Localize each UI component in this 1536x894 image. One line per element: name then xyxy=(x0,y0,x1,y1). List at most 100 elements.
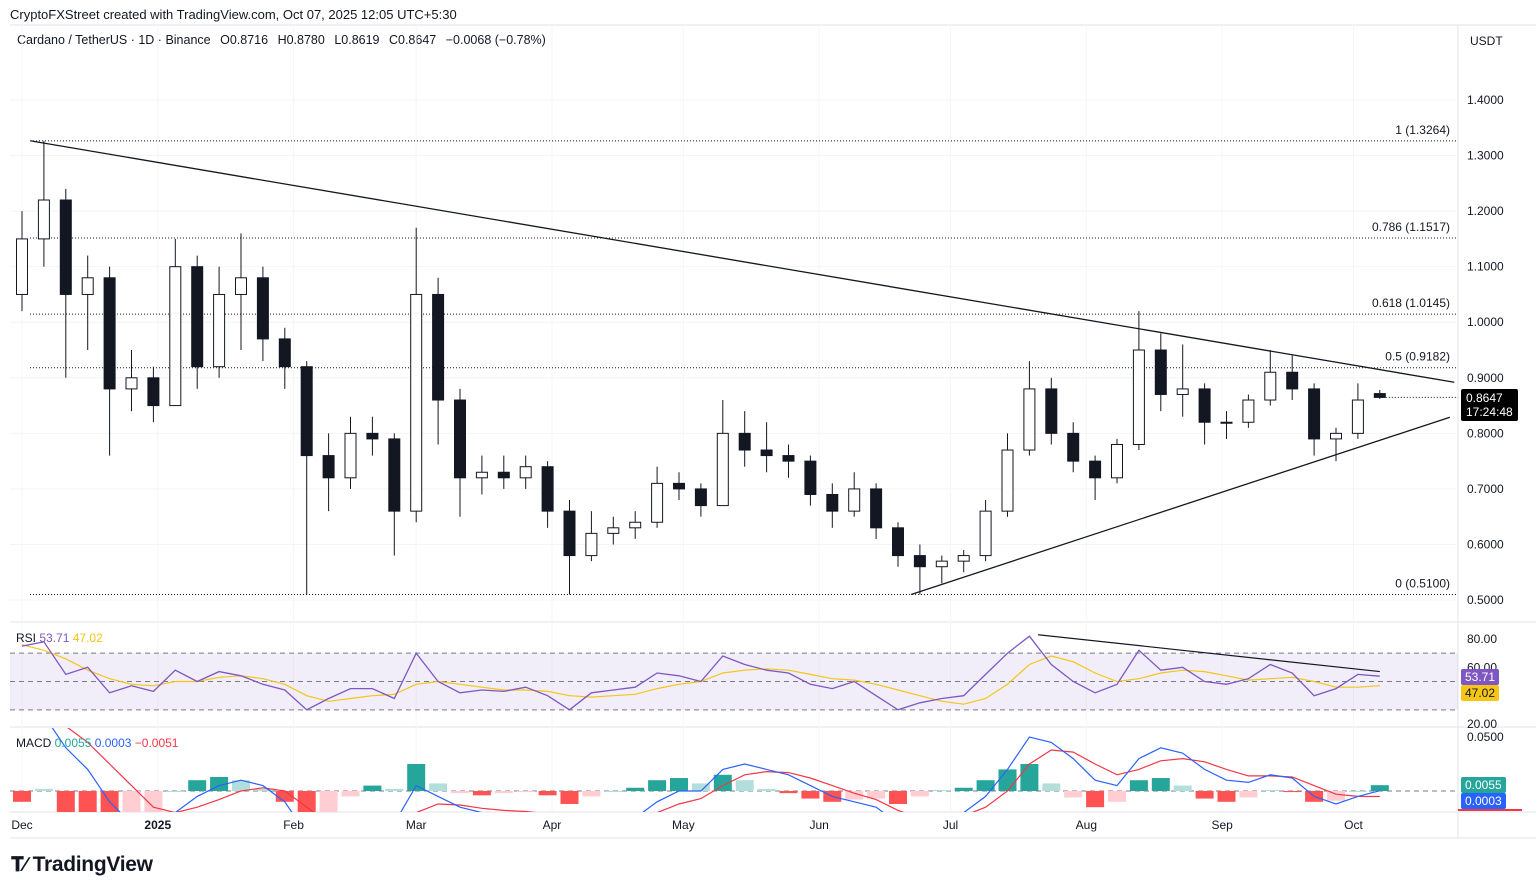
candle xyxy=(913,544,926,595)
macd-signal-line xyxy=(67,728,1380,812)
rsi-trendline xyxy=(1038,634,1380,673)
macd-histogram-bar xyxy=(538,791,557,796)
macd-histogram-bar xyxy=(122,791,141,812)
candle-body xyxy=(1220,421,1233,424)
candle-body xyxy=(81,277,94,295)
candle xyxy=(651,466,664,528)
tradingview-logo[interactable]: 𝐓∕ TradingView xyxy=(11,853,153,877)
macd-histogram-bar xyxy=(407,764,426,791)
candle xyxy=(519,455,532,489)
macd-histogram-bar xyxy=(1173,785,1192,791)
candle xyxy=(278,327,291,389)
candle xyxy=(1264,350,1277,406)
macd-plot xyxy=(10,728,1458,812)
macd-histogram-bar xyxy=(494,791,513,794)
tradingview-logo-icon: 𝐓∕ xyxy=(11,853,27,876)
price-tick-label: 0.7000 xyxy=(1467,482,1504,496)
macd-histogram-bar xyxy=(275,791,294,802)
macd-histogram-bar xyxy=(34,788,53,791)
candle xyxy=(388,433,401,556)
rsi-tick-label: 20.00 xyxy=(1467,717,1497,731)
macd-histogram-bar xyxy=(1327,791,1345,801)
candle-body xyxy=(1373,393,1386,398)
candle xyxy=(1089,455,1102,501)
candle-body xyxy=(673,482,685,490)
rsi-tick-label: 80.00 xyxy=(1467,632,1497,646)
macd-legend-macd: 0.0003 xyxy=(91,736,131,750)
candle-body xyxy=(454,399,466,479)
candle-body xyxy=(1351,399,1364,434)
ohlc-low: L0.8619 xyxy=(334,33,380,47)
macd-histogram-bar xyxy=(341,791,360,797)
rsi-value-label: 53.71 xyxy=(1461,669,1500,685)
macd-histogram-bar xyxy=(1151,778,1170,791)
macd-histogram-bar xyxy=(100,791,119,812)
ohlc-close: C0.8647 xyxy=(388,33,437,47)
candle xyxy=(585,511,598,562)
macd-histogram-bar xyxy=(144,791,163,812)
candle-body xyxy=(716,432,729,507)
candle-body xyxy=(870,488,883,529)
macd-histogram-bar xyxy=(910,791,929,797)
macd-histogram-bar xyxy=(1108,791,1126,802)
candle-body xyxy=(59,199,72,295)
macd-legend-title: MACD xyxy=(16,736,52,750)
candle-body xyxy=(1176,388,1189,395)
rsi-line xyxy=(21,635,1380,711)
macd-histogram-bar xyxy=(1370,785,1389,791)
candle xyxy=(716,400,729,507)
time-tick-label: Jun xyxy=(809,818,828,832)
candle-body xyxy=(804,460,817,495)
candle-body xyxy=(1264,371,1277,401)
price-tick-label: 1.1000 xyxy=(1467,260,1504,274)
candle-body xyxy=(322,455,335,479)
candle xyxy=(37,140,50,267)
candle xyxy=(1111,438,1123,484)
macd-legend: MACD 0.0055 0.0003 −0.0051 xyxy=(16,736,179,750)
macd-histogram-bar xyxy=(1064,791,1083,798)
chart-credit: CryptoFXStreet created with TradingView.… xyxy=(10,7,457,22)
symbol-name[interactable]: Cardano / TetherUS · 1D · Binance xyxy=(17,33,211,47)
time-tick-label: Sep xyxy=(1211,818,1233,832)
candle xyxy=(300,361,313,595)
candle xyxy=(826,483,839,528)
candle-body xyxy=(344,432,357,479)
candle xyxy=(475,455,488,495)
candle xyxy=(1132,311,1145,451)
macd-legend-hist: 0.0055 xyxy=(51,736,91,750)
candle-body xyxy=(826,493,839,512)
macd-histogram-bar xyxy=(13,791,31,802)
candle xyxy=(1220,411,1233,439)
candle xyxy=(607,516,620,545)
candle-body xyxy=(1308,388,1321,440)
macd-histogram-bar xyxy=(166,791,185,792)
macd-histogram-bar xyxy=(691,783,710,791)
macd-histogram-bar xyxy=(1195,791,1214,799)
macd-histogram-bar xyxy=(319,791,338,812)
candle xyxy=(935,555,948,584)
ohlc-change: −0.0068 (−0.78%) xyxy=(445,33,546,47)
candle-body xyxy=(1111,443,1123,479)
macd-histogram-bar xyxy=(429,783,448,791)
candle-body xyxy=(979,510,992,557)
candle-body xyxy=(1067,432,1080,462)
time-tick-label: Feb xyxy=(283,818,304,832)
candle-body xyxy=(935,560,948,568)
candle-body xyxy=(760,449,773,457)
candle xyxy=(760,422,773,473)
macd-histogram-bar xyxy=(1348,791,1367,792)
macd-histogram-bar xyxy=(1217,791,1236,802)
price-tick-label: 1.3000 xyxy=(1467,149,1504,163)
candle xyxy=(213,266,226,378)
candle xyxy=(103,266,116,456)
candle-body xyxy=(213,293,226,368)
candle-body xyxy=(235,277,247,295)
macd-histogram-bar xyxy=(1086,791,1105,808)
candle-body xyxy=(125,377,138,390)
macd-histogram-bar xyxy=(976,780,995,791)
candle-body xyxy=(519,466,532,479)
candle-body xyxy=(782,455,795,462)
candle-body xyxy=(169,266,182,407)
macd-histogram-bar xyxy=(998,769,1017,791)
